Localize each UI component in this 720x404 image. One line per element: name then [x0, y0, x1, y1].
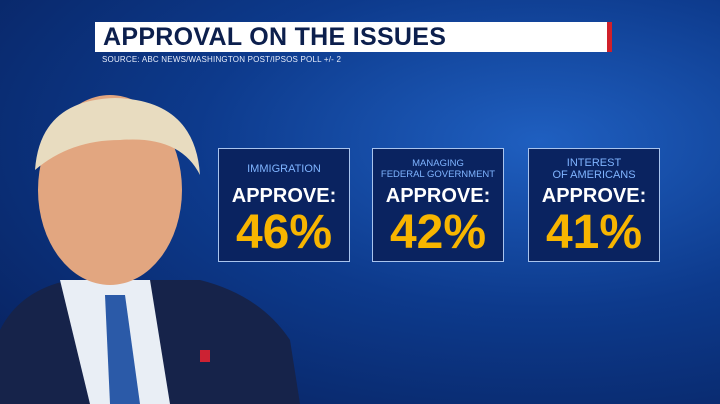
card-label: IMMIGRATION	[219, 155, 349, 183]
approval-value: 42%	[389, 206, 487, 259]
approve-label: APPROVE:	[541, 185, 647, 207]
stat-card: INTEREST OF AMERICANS APPROVE: 41%	[528, 148, 660, 262]
label-line: MANAGING	[412, 158, 464, 169]
title-bar: APPROVAL ON THE ISSUES	[95, 22, 612, 52]
stat-card: IMMIGRATION APPROVE: 46%	[218, 148, 350, 262]
card-label: INTEREST OF AMERICANS	[529, 155, 659, 183]
label-line: OF AMERICANS	[552, 169, 636, 181]
label-line: IMMIGRATION	[247, 163, 321, 175]
approval-value: 46%	[235, 206, 333, 259]
stat-card: MANAGING FEDERAL GOVERNMENT APPROVE: 42%	[372, 148, 504, 262]
label-line: FEDERAL GOVERNMENT	[380, 169, 496, 180]
label-line: INTEREST	[566, 157, 622, 169]
approval-value: 41%	[545, 206, 643, 259]
approve-label: APPROVE:	[385, 185, 491, 207]
source: SOURCE: ABC NEWS/WASHINGTON POST/IPSOS P…	[102, 55, 342, 64]
person-photo	[0, 95, 300, 404]
title: APPROVAL ON THE ISSUES	[103, 23, 447, 51]
approve-label: APPROVE:	[231, 185, 337, 207]
card-label: MANAGING FEDERAL GOVERNMENT	[373, 155, 503, 183]
